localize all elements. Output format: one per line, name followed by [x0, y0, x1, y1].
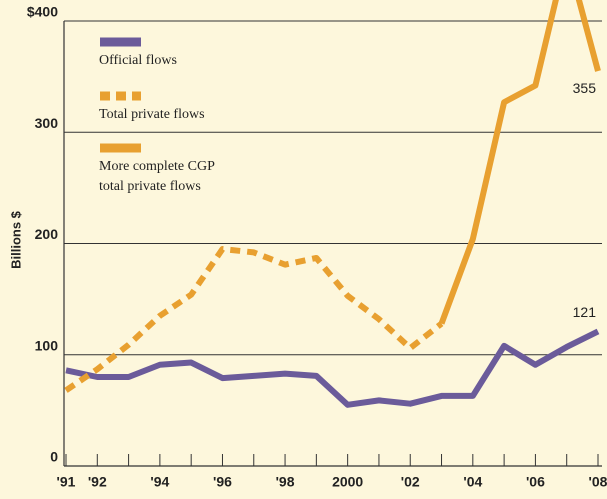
legend-label: Official flows: [99, 53, 177, 68]
legend-label: More complete CGP total private flows: [99, 159, 215, 194]
x-tick-label: '08: [589, 474, 607, 490]
x-tick-label: '91: [57, 474, 76, 490]
x-tick-label: '96: [213, 474, 232, 490]
y-tick-label: 100: [35, 337, 59, 353]
y-tick-label: 200: [35, 226, 59, 242]
x-tick-label: '94: [150, 474, 169, 490]
y-axis-label: Billions $: [8, 210, 23, 269]
x-tick-label: '92: [88, 474, 107, 490]
series-line: [65, 328, 600, 408]
series-line: [438, 0, 601, 325]
y-tick-label: 300: [35, 115, 59, 131]
x-tick-label: '98: [276, 474, 295, 490]
y-tick-label: $400: [27, 4, 58, 20]
x-tick-label: '04: [463, 474, 482, 490]
y-tick-label: 0: [50, 449, 58, 465]
x-tick-label: '06: [526, 474, 545, 490]
value-label: 355: [573, 80, 597, 96]
x-tick-label: 2000: [332, 474, 363, 490]
legend-label: Total private flows: [99, 107, 205, 122]
series-line: [64, 246, 444, 393]
x-tick-label: '02: [401, 474, 420, 490]
value-label: 121: [573, 304, 597, 320]
